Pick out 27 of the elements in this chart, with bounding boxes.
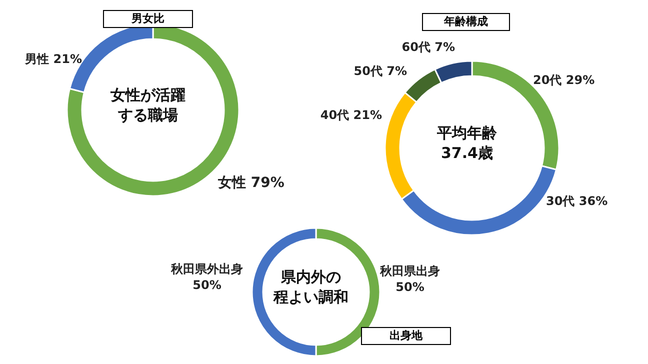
text: 出身地 xyxy=(361,327,451,345)
text: 37.4歳 xyxy=(440,143,494,163)
slice-label: 50代 xyxy=(354,64,382,78)
text: 平均年齢 xyxy=(436,123,498,143)
text: 程よい調和 xyxy=(272,287,350,307)
text: 女性が活躍 xyxy=(110,85,186,105)
data-label: 21% xyxy=(53,52,82,66)
text: する職場 xyxy=(117,105,179,125)
data-label: 50% xyxy=(396,280,424,294)
data-label: 7% xyxy=(434,40,455,54)
data-label: 79% xyxy=(250,175,284,191)
chart-title: 年齢構成 xyxy=(422,13,510,31)
slice-label: 20代 xyxy=(533,73,562,87)
slice-label: 秋田県出身 xyxy=(379,264,440,278)
chart-title: 男女比 xyxy=(103,10,193,28)
slice-label: 30代 xyxy=(546,194,575,208)
data-label: 36% xyxy=(578,194,608,208)
slice-label: 秋田県外出身 xyxy=(170,262,243,276)
text: 県内外の xyxy=(280,267,342,287)
data-label: 21% xyxy=(353,108,382,122)
data-label: 29% xyxy=(566,73,595,87)
slice-label: 40代 xyxy=(320,108,350,122)
slice-label: 男性 xyxy=(25,52,50,66)
slice-label: 60代 xyxy=(402,40,430,54)
slice-label: 女性 xyxy=(218,175,246,191)
data-label: 7% xyxy=(386,64,407,78)
data-label: 50% xyxy=(192,278,222,292)
